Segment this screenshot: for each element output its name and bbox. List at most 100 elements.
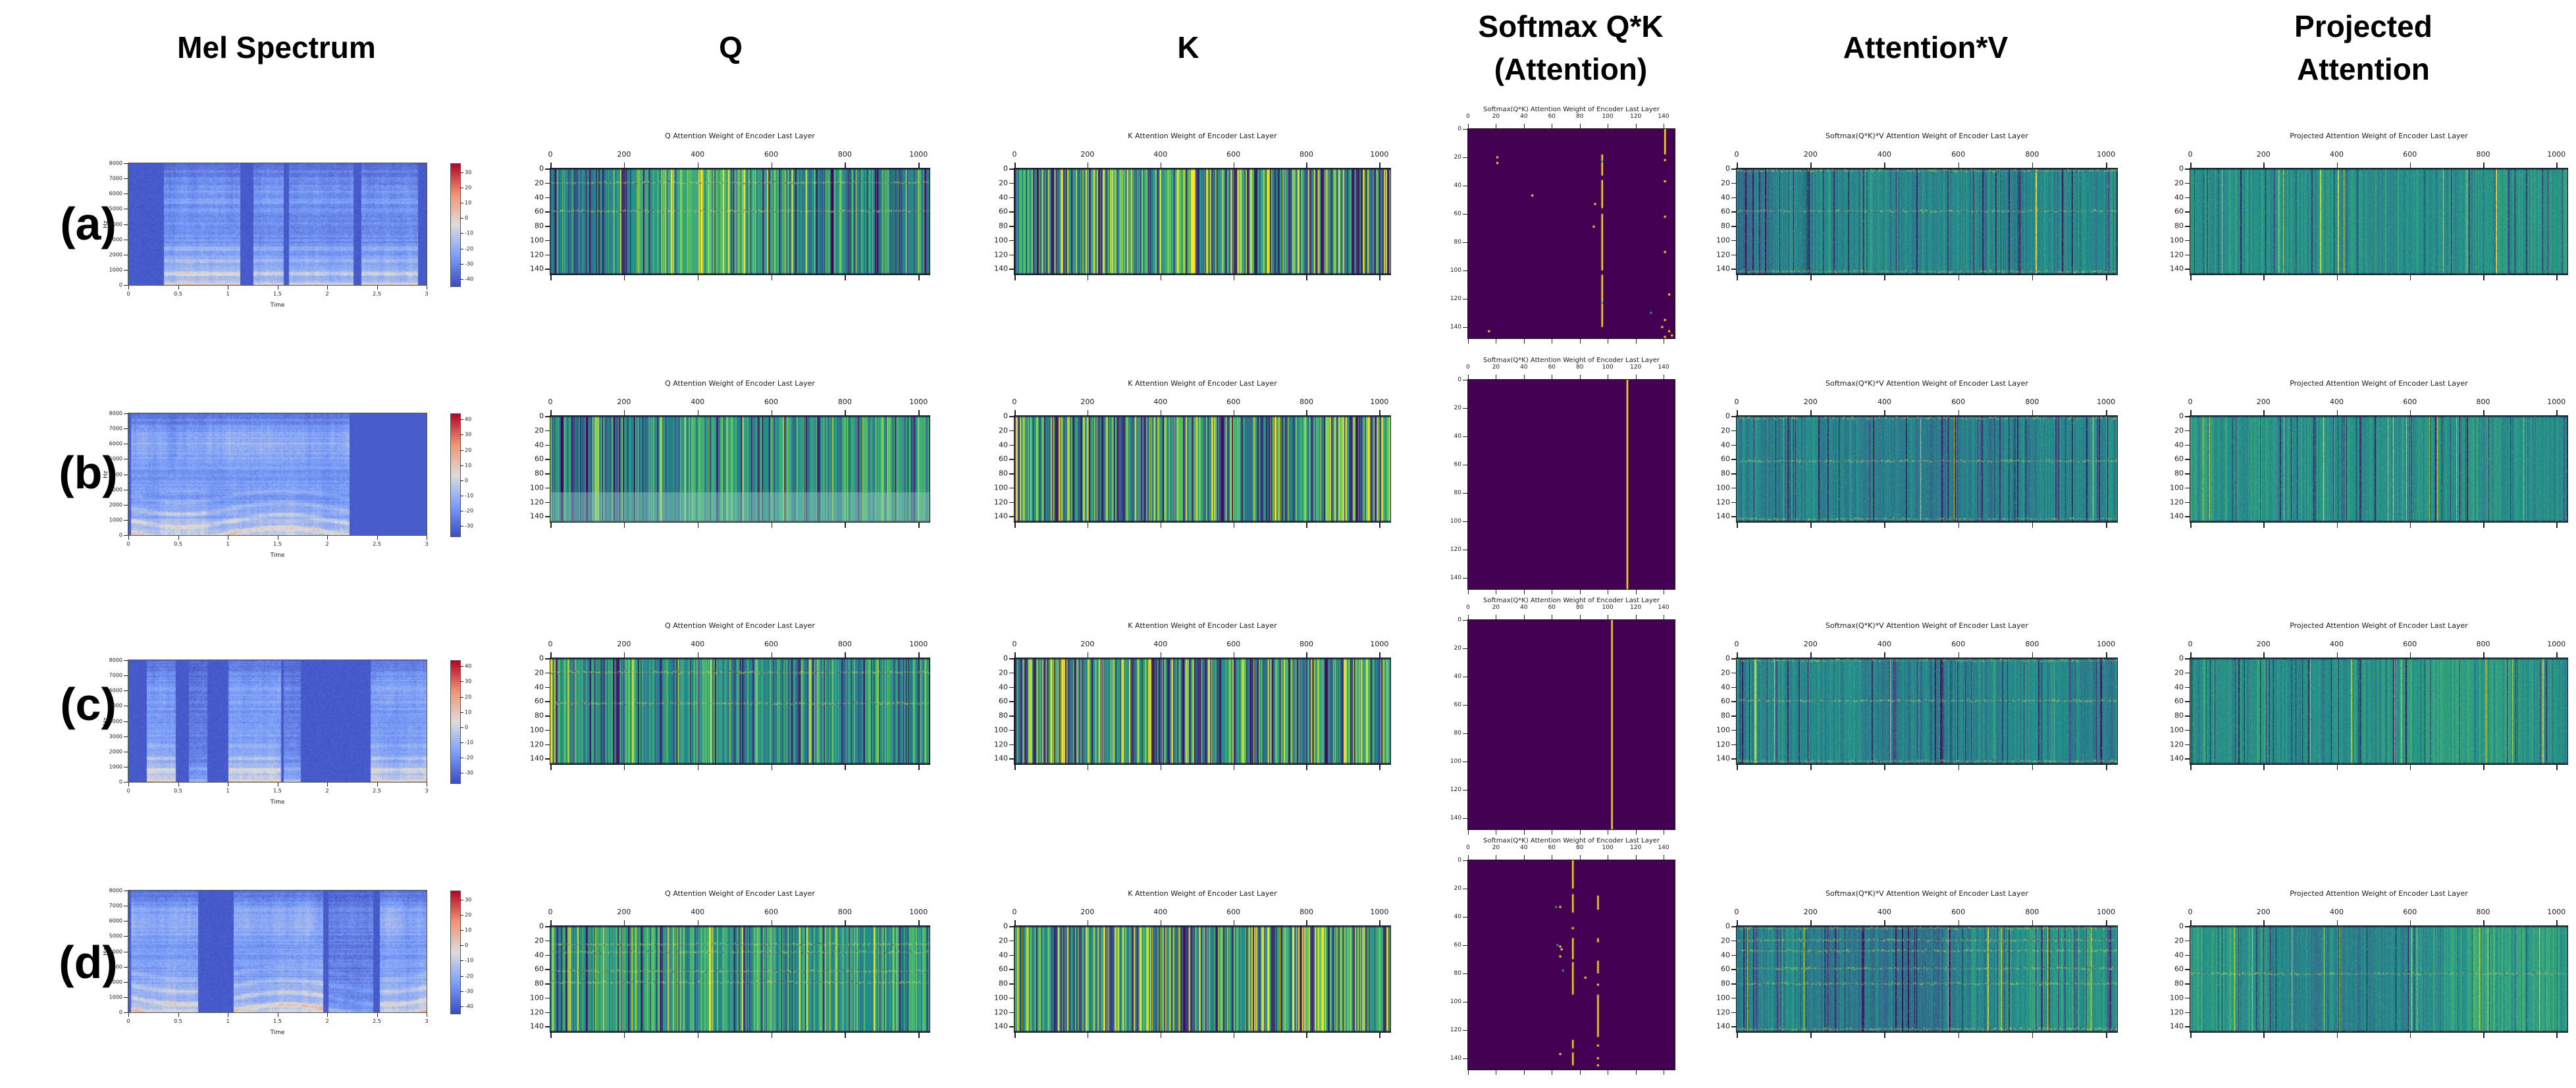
- tick-mark: [1306, 765, 1307, 770]
- tick-mark: [1014, 163, 1016, 168]
- tick-mark: [545, 502, 550, 504]
- tick-mark: [2185, 182, 2190, 184]
- x-tick-label: 800: [2025, 398, 2039, 406]
- x-tick-label: 600: [2403, 640, 2417, 648]
- tick-mark: [2483, 765, 2484, 770]
- mel-spectrogram-(c): [128, 660, 427, 783]
- tick-mark: [771, 765, 773, 770]
- tick-mark: [1731, 686, 1737, 688]
- tick-mark: [1468, 339, 1469, 344]
- tick-mark: [2106, 275, 2107, 280]
- tick-mark: [545, 729, 550, 731]
- tick-mark: [1737, 523, 1738, 528]
- q-heatmap-(a): [550, 168, 930, 275]
- softmax-y-tick-label: 80: [1454, 238, 1461, 246]
- y-tick-label: 0: [2179, 921, 2184, 931]
- tick-mark: [1009, 940, 1014, 942]
- x-tick-label: 200: [1080, 150, 1095, 159]
- y-tick-label: 100: [2170, 725, 2184, 735]
- tick-mark: [1884, 765, 1885, 770]
- colorbar-tick-label: 10: [465, 927, 472, 933]
- colorbar-tick-label: 10: [465, 709, 472, 715]
- y-tick-label: 100: [994, 993, 1008, 1002]
- tick-mark: [545, 473, 550, 475]
- y-tick-label: 120: [1716, 1008, 1730, 1017]
- colorbar-tick-label: 0: [465, 724, 469, 731]
- x-tick-label: 1000: [2547, 398, 2566, 406]
- y-tick-label: 20: [1721, 178, 1730, 188]
- tick-mark: [2185, 459, 2190, 460]
- tick-mark: [1009, 502, 1014, 504]
- y-tick-label: 20: [1721, 936, 1730, 945]
- proj-plot-title: Projected Attention Weight of Encoder La…: [2290, 889, 2468, 898]
- softmax-x-tick-label: 140: [1658, 604, 1669, 611]
- mel-y-tick-label: 0: [118, 532, 122, 538]
- x-tick-label: 400: [691, 150, 705, 159]
- tick-mark: [124, 178, 128, 180]
- x-tick-label: 400: [1153, 908, 1168, 916]
- tick-mark: [918, 920, 920, 925]
- tick-mark: [460, 434, 463, 436]
- tick-mark: [1463, 1029, 1468, 1031]
- softmax-x-tick-label: 20: [1492, 844, 1500, 851]
- y-tick-label: 40: [535, 950, 544, 959]
- tick-mark: [1379, 765, 1380, 770]
- x-tick-label: 1000: [909, 640, 928, 648]
- tick-mark: [1014, 523, 1016, 528]
- y-tick-label: 120: [1716, 740, 1730, 749]
- tick-mark: [1635, 855, 1637, 860]
- softmax-plot-title: Softmax(Q*K) Attention Weight of Encoder…: [1483, 106, 1660, 113]
- tick-mark: [1009, 459, 1014, 460]
- x-tick-label: 1000: [909, 150, 928, 159]
- tick-mark: [1087, 652, 1089, 658]
- softmax-x-tick-label: 120: [1630, 113, 1642, 120]
- softmax-y-tick-label: 100: [1450, 758, 1461, 765]
- tick-mark: [1160, 523, 1162, 528]
- proj-plot-title: Projected Attention Weight of Encoder La…: [2290, 621, 2468, 630]
- tick-mark: [1306, 523, 1307, 528]
- tick-mark: [2263, 765, 2265, 770]
- y-tick-label: 60: [2174, 207, 2184, 216]
- x-tick-label: 400: [2330, 398, 2344, 406]
- tick-mark: [550, 523, 552, 528]
- softmax-plot-title: Softmax(Q*K) Attention Weight of Encoder…: [1483, 597, 1660, 604]
- y-tick-label: 120: [994, 250, 1008, 259]
- x-tick-label: 400: [1153, 398, 1168, 406]
- colorbar-tick-label: -40: [465, 276, 474, 282]
- tick-mark: [1009, 926, 1014, 927]
- mel-x-tick-label: 1.5: [273, 541, 282, 547]
- x-tick-label: 200: [2256, 640, 2271, 648]
- tick-mark: [2185, 983, 2190, 985]
- x-tick-label: 800: [2025, 150, 2039, 159]
- y-tick-label: 140: [530, 264, 544, 273]
- tick-mark: [1009, 211, 1014, 213]
- colorbar-tick-label: 30: [465, 431, 472, 438]
- tick-mark: [1737, 163, 1738, 168]
- tick-mark: [2185, 473, 2190, 475]
- tick-mark: [2263, 163, 2265, 168]
- tick-mark: [377, 536, 378, 540]
- tick-mark: [1810, 765, 1812, 770]
- softmax-y-tick-label: 100: [1450, 998, 1461, 1005]
- y-tick-label: 60: [999, 696, 1008, 706]
- attv-plot-title: Softmax(Q*K)*V Attention Weight of Encod…: [1826, 379, 2028, 388]
- x-tick-label: 1000: [2097, 150, 2116, 159]
- tick-mark: [460, 419, 463, 421]
- y-tick-label: 20: [999, 668, 1008, 677]
- mel-x-tick-label: 3: [425, 291, 429, 297]
- tick-mark: [2556, 163, 2558, 168]
- tick-mark: [1009, 182, 1014, 184]
- tick-mark: [545, 516, 550, 517]
- tick-mark: [1233, 410, 1235, 415]
- colorbar-tick-label: -10: [465, 739, 474, 746]
- tick-mark: [1009, 983, 1014, 985]
- y-tick-label: 100: [530, 993, 544, 1002]
- mel-y-tick-label: 7000: [109, 902, 122, 909]
- tick-mark: [2263, 920, 2265, 925]
- tick-mark: [545, 444, 550, 446]
- x-tick-label: 200: [617, 640, 631, 648]
- tick-mark: [1009, 269, 1014, 270]
- q-heatmap-(d): [550, 925, 930, 1033]
- tick-mark: [1884, 523, 1885, 528]
- tick-mark: [1233, 765, 1235, 770]
